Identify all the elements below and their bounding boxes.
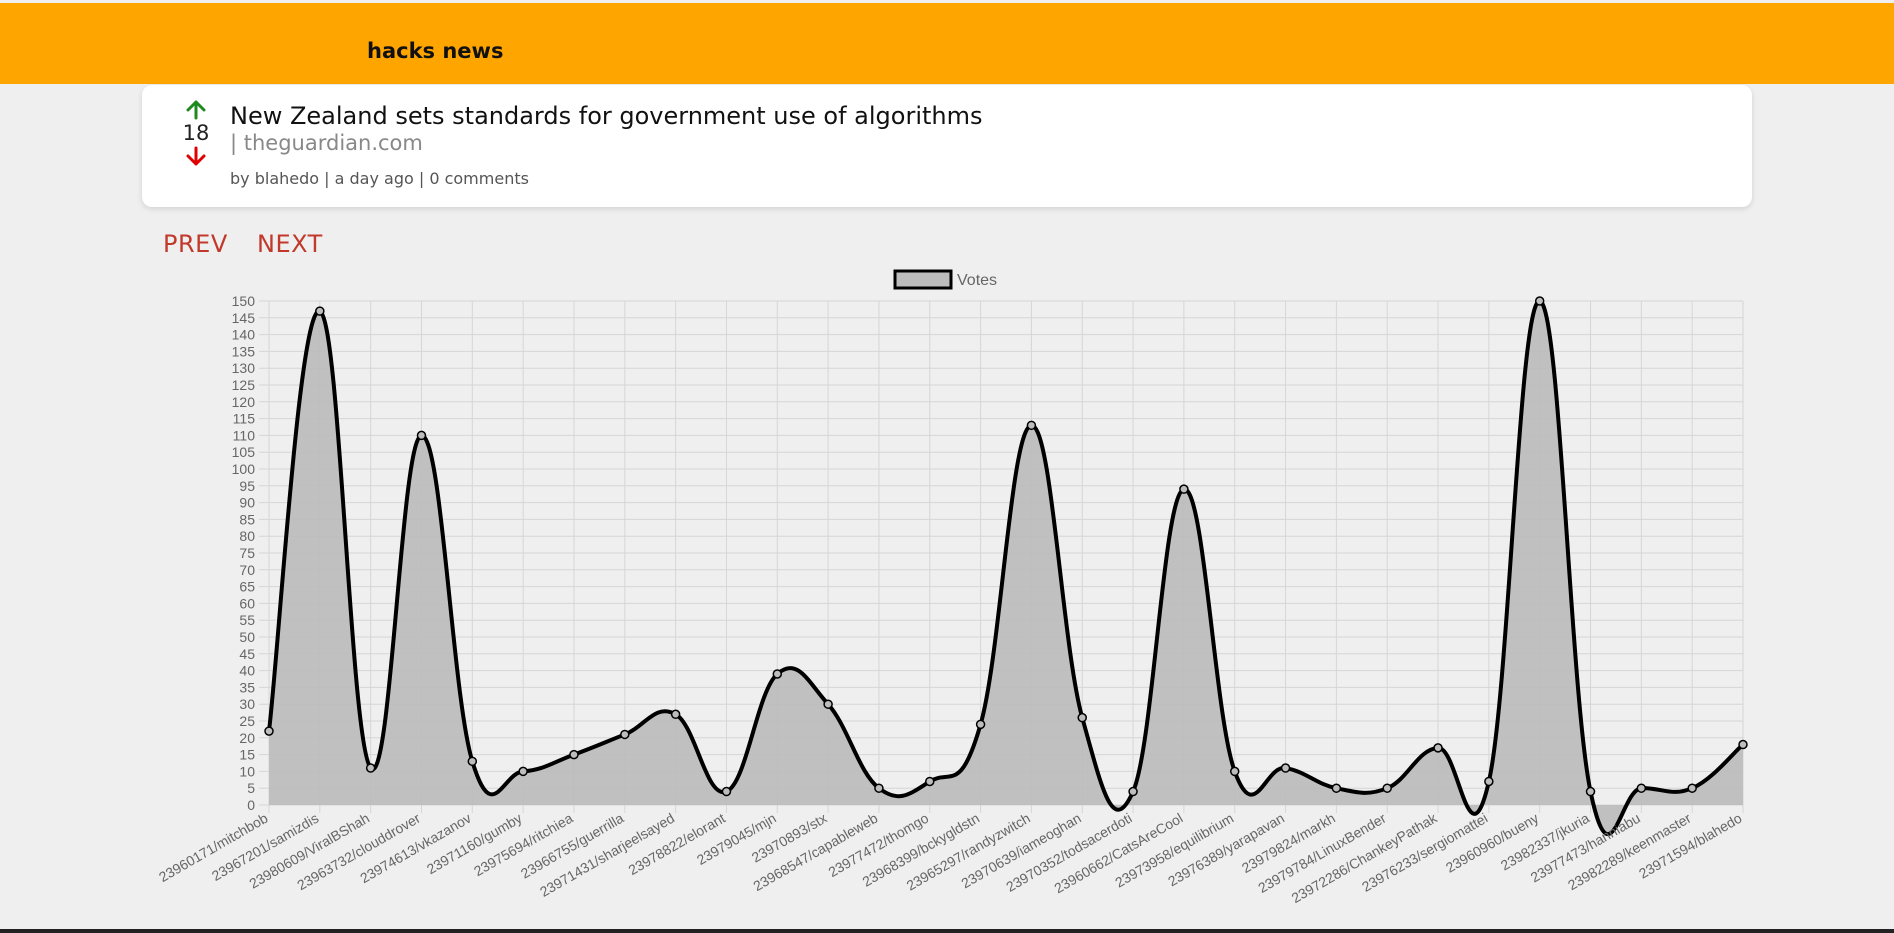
data-point <box>1636 783 1647 793</box>
data-point <box>975 719 986 730</box>
data-point <box>1687 783 1697 793</box>
data-point <box>264 726 274 736</box>
data-point <box>772 669 783 679</box>
y-tick-label: 145 <box>232 310 256 326</box>
legend-label: Votes <box>957 272 997 289</box>
prev-button[interactable]: PREV <box>163 230 228 258</box>
votes-chart: Votes05101520253035404550556065707580859… <box>156 269 1748 906</box>
story-title[interactable]: New Zealand sets standards for governmen… <box>230 102 983 130</box>
data-point <box>1026 420 1037 431</box>
y-tick-label: 150 <box>232 293 256 309</box>
data-point <box>1077 712 1087 723</box>
site-brand[interactable]: hacks news <box>367 39 504 63</box>
y-tick-label: 130 <box>232 360 256 376</box>
data-point <box>620 729 630 740</box>
data-point <box>1382 783 1392 793</box>
next-button[interactable]: NEXT <box>257 230 323 258</box>
data-point <box>1179 484 1189 494</box>
upvote-arrow-icon[interactable] <box>185 100 207 120</box>
y-tick-label: 40 <box>239 663 255 679</box>
y-tick-label: 35 <box>239 679 255 695</box>
bottom-border <box>0 929 1894 933</box>
y-tick-label: 10 <box>239 763 255 779</box>
y-tick-label: 85 <box>239 511 255 527</box>
y-tick-label: 95 <box>239 478 255 494</box>
data-point <box>1280 763 1291 773</box>
data-point <box>1534 296 1545 306</box>
story-domain[interactable]: | theguardian.com <box>230 131 423 155</box>
y-tick-label: 105 <box>232 444 256 460</box>
y-tick-label: 15 <box>239 747 255 763</box>
data-point <box>1433 743 1443 753</box>
y-tick-label: 60 <box>239 595 255 611</box>
y-tick-label: 135 <box>232 343 256 359</box>
y-tick-label: 55 <box>239 612 255 628</box>
y-tick-label: 120 <box>232 394 256 410</box>
y-tick-label: 50 <box>239 629 255 645</box>
y-tick-label: 80 <box>239 528 255 544</box>
y-tick-label: 125 <box>232 377 256 393</box>
y-tick-label: 0 <box>247 797 255 813</box>
y-tick-label: 65 <box>239 579 255 595</box>
y-tick-label: 20 <box>239 730 255 746</box>
data-point <box>569 749 579 760</box>
vote-widget: 18 <box>176 100 216 166</box>
votes-series-line <box>267 298 1745 837</box>
votes-area-fill <box>269 300 1743 835</box>
data-point <box>925 776 935 787</box>
story-meta: by blahedo | a day ago | 0 comments <box>230 169 529 188</box>
y-tick-label: 45 <box>239 646 255 662</box>
data-point <box>365 763 376 773</box>
data-point <box>1229 766 1240 777</box>
y-tick-label: 70 <box>239 562 255 578</box>
data-point <box>874 783 884 793</box>
data-point <box>1331 783 1342 793</box>
y-tick-label: 90 <box>239 495 255 511</box>
data-point <box>1585 786 1596 797</box>
y-tick-label: 100 <box>232 461 256 477</box>
story-score: 18 <box>182 121 210 145</box>
legend-swatch <box>893 269 953 290</box>
data-point <box>1484 776 1494 787</box>
downvote-arrow-icon[interactable] <box>185 146 207 166</box>
data-point <box>1128 786 1138 797</box>
data-point <box>670 709 681 720</box>
y-tick-label: 115 <box>233 411 256 427</box>
data-point <box>1738 739 1748 750</box>
data-point <box>315 306 325 316</box>
data-point <box>721 786 732 797</box>
y-tick-label: 140 <box>232 327 256 343</box>
y-tick-label: 25 <box>239 713 255 729</box>
y-tick-label: 30 <box>239 696 255 712</box>
y-tick-label: 110 <box>233 427 256 443</box>
data-point <box>467 756 478 767</box>
data-point <box>823 699 833 709</box>
header-bar: hacks news <box>0 3 1894 84</box>
y-tick-label: 5 <box>247 780 255 796</box>
story-card <box>142 85 1752 207</box>
y-tick-label: 75 <box>239 545 255 561</box>
data-point <box>518 766 528 777</box>
data-point <box>416 430 427 441</box>
